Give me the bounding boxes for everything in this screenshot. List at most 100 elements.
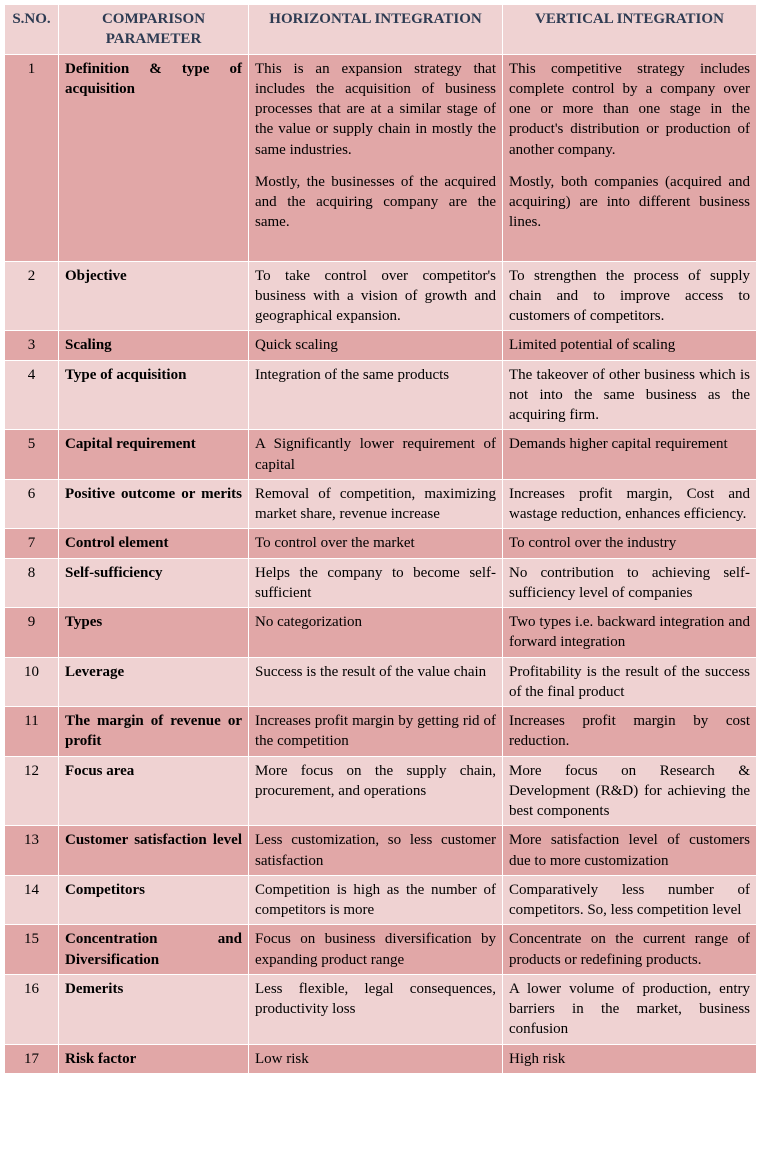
table-row: 15 Concentration and Diversification Foc… [5, 925, 757, 975]
horizontal-p2: Mostly, the businesses of the acquired a… [255, 172, 496, 233]
paragraph-gap [255, 160, 496, 172]
cell-vertical: Limited potential of scaling [503, 331, 757, 360]
paragraph-gap [509, 160, 750, 172]
cell-vertical: Concentrate on the current range of prod… [503, 925, 757, 975]
cell-vertical: Demands higher capital requirement [503, 430, 757, 480]
cell-sno: 9 [5, 608, 59, 658]
table-row: 17 Risk factor Low risk High risk [5, 1044, 757, 1073]
cell-vertical: This competitive strategy includes compl… [503, 54, 757, 261]
table-row: 7 Control element To control over the ma… [5, 529, 757, 558]
cell-param: Definition & type of acquisition [59, 54, 249, 261]
table-row: 13 Customer satisfaction level Less cust… [5, 826, 757, 876]
cell-param: Risk factor [59, 1044, 249, 1073]
table-row: 3 Scaling Quick scaling Limited potentia… [5, 331, 757, 360]
cell-vertical: More satisfaction level of customers due… [503, 826, 757, 876]
cell-sno: 14 [5, 875, 59, 925]
cell-horizontal: Focus on business diversification by exp… [249, 925, 503, 975]
cell-sno: 5 [5, 430, 59, 480]
cell-param: Positive outcome or merits [59, 479, 249, 529]
cell-horizontal: To control over the market [249, 529, 503, 558]
cell-vertical: To control over the industry [503, 529, 757, 558]
cell-vertical: Comparatively less number of competitors… [503, 875, 757, 925]
cell-vertical: The takeover of other business which is … [503, 360, 757, 430]
cell-sno: 8 [5, 558, 59, 608]
cell-sno: 11 [5, 707, 59, 757]
table-row: 16 Demerits Less flexible, legal consequ… [5, 974, 757, 1044]
cell-param: Leverage [59, 657, 249, 707]
cell-sno: 13 [5, 826, 59, 876]
table-row: 11 The margin of revenue or profit Incre… [5, 707, 757, 757]
header-horizontal: HORIZONTAL INTEGRATION [249, 5, 503, 55]
comparison-table: S.NO. COMPARISON PARAMETER HORIZONTAL IN… [4, 4, 757, 1074]
cell-horizontal: Helps the company to become self-suffici… [249, 558, 503, 608]
cell-vertical: Profitability is the result of the succe… [503, 657, 757, 707]
paragraph-gap [255, 233, 496, 245]
cell-horizontal: This is an expansion strategy that inclu… [249, 54, 503, 261]
vertical-p2: Mostly, both companies (acquired and acq… [509, 172, 750, 233]
cell-param: Objective [59, 261, 249, 331]
cell-vertical: More focus on Research & Development (R&… [503, 756, 757, 826]
cell-sno: 17 [5, 1044, 59, 1073]
cell-sno: 7 [5, 529, 59, 558]
cell-param: Capital requirement [59, 430, 249, 480]
cell-vertical: A lower volume of production, entry barr… [503, 974, 757, 1044]
cell-sno: 10 [5, 657, 59, 707]
cell-param: Scaling [59, 331, 249, 360]
table-row: 6 Positive outcome or merits Removal of … [5, 479, 757, 529]
cell-vertical: Two types i.e. backward integration and … [503, 608, 757, 658]
vertical-p1: This competitive strategy includes compl… [509, 59, 750, 160]
cell-sno: 2 [5, 261, 59, 331]
table-row: 5 Capital requirement A Significantly lo… [5, 430, 757, 480]
table-row: 10 Leverage Success is the result of the… [5, 657, 757, 707]
cell-vertical: No contribution to achieving self-suffic… [503, 558, 757, 608]
cell-param: Type of acquisition [59, 360, 249, 430]
cell-sno: 3 [5, 331, 59, 360]
cell-param: Customer satisfaction level [59, 826, 249, 876]
cell-horizontal: Quick scaling [249, 331, 503, 360]
cell-vertical: Increases profit margin by cost reductio… [503, 707, 757, 757]
table-body: 1 Definition & type of acquisition This … [5, 54, 757, 1073]
cell-horizontal: Success is the result of the value chain [249, 657, 503, 707]
cell-vertical: Increases profit margin, Cost and wastag… [503, 479, 757, 529]
cell-sno: 12 [5, 756, 59, 826]
cell-sno: 4 [5, 360, 59, 430]
header-param: COMPARISON PARAMETER [59, 5, 249, 55]
cell-horizontal: Increases profit margin by getting rid o… [249, 707, 503, 757]
cell-param: Self-sufficiency [59, 558, 249, 608]
cell-sno: 1 [5, 54, 59, 261]
table-row: 14 Competitors Competition is high as th… [5, 875, 757, 925]
table-row: 8 Self-sufficiency Helps the company to … [5, 558, 757, 608]
cell-param: Concentration and Diversification [59, 925, 249, 975]
cell-vertical: High risk [503, 1044, 757, 1073]
table-row: 2 Objective To take control over competi… [5, 261, 757, 331]
header-vertical: VERTICAL INTEGRATION [503, 5, 757, 55]
cell-horizontal: Removal of competition, maximizing marke… [249, 479, 503, 529]
horizontal-p1: This is an expansion strategy that inclu… [255, 59, 496, 160]
cell-param: Competitors [59, 875, 249, 925]
cell-horizontal: Low risk [249, 1044, 503, 1073]
cell-sno: 6 [5, 479, 59, 529]
cell-param: Control element [59, 529, 249, 558]
cell-horizontal: No categorization [249, 608, 503, 658]
cell-horizontal: Less flexible, legal consequences, produ… [249, 974, 503, 1044]
cell-param: Types [59, 608, 249, 658]
table-row: 1 Definition & type of acquisition This … [5, 54, 757, 261]
cell-param: Focus area [59, 756, 249, 826]
cell-param: The margin of revenue or profit [59, 707, 249, 757]
cell-horizontal: Integration of the same products [249, 360, 503, 430]
header-sno: S.NO. [5, 5, 59, 55]
paragraph-gap [255, 245, 496, 257]
table-row: 4 Type of acquisition Integration of the… [5, 360, 757, 430]
cell-sno: 16 [5, 974, 59, 1044]
table-header-row: S.NO. COMPARISON PARAMETER HORIZONTAL IN… [5, 5, 757, 55]
cell-horizontal: More focus on the supply chain, procurem… [249, 756, 503, 826]
table-row: 9 Types No categorization Two types i.e.… [5, 608, 757, 658]
cell-horizontal: A Significantly lower requirement of cap… [249, 430, 503, 480]
cell-horizontal: Competition is high as the number of com… [249, 875, 503, 925]
cell-horizontal: Less customization, so less customer sat… [249, 826, 503, 876]
table-row: 12 Focus area More focus on the supply c… [5, 756, 757, 826]
cell-param: Demerits [59, 974, 249, 1044]
cell-horizontal: To take control over competitor's busine… [249, 261, 503, 331]
cell-vertical: To strengthen the process of supply chai… [503, 261, 757, 331]
cell-sno: 15 [5, 925, 59, 975]
